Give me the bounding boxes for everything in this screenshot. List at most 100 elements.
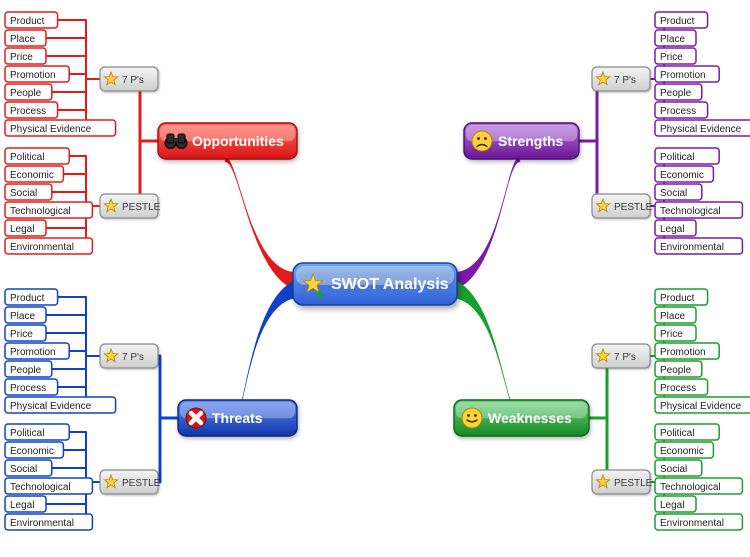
leaf-label: Price [10,52,33,63]
connector-strengths [452,156,520,290]
leaf-node: Price [655,48,696,64]
leaf-node: Promotion [5,343,69,359]
sub-connector [158,418,178,482]
leaf-label: People [10,365,42,376]
leaf-node: Political [655,424,719,440]
leaf-label: Economic [10,446,54,457]
leaf-node: Price [655,325,696,341]
sub-label: PESTLE [614,202,653,213]
leaf-node: Product [5,12,58,28]
leaf-label: Political [10,152,44,163]
sub-node: 7 P's [592,67,650,91]
sub-node: 7 P's [592,344,650,368]
leaf-node: Legal [655,496,696,512]
leaf-node: Social [655,184,702,200]
leaf-connector [58,356,100,387]
leaf-node: Product [5,289,58,305]
leaf-node: Social [655,460,702,476]
leaf-label: Political [660,428,694,439]
leaf-node: Physical Evidence [655,120,750,136]
leaf-node: Product [655,289,708,305]
leaf-node: Legal [655,220,696,236]
leaf-node: Price [5,325,46,341]
sad-icon [462,408,482,428]
leaf-node: Promotion [5,66,69,82]
leaf-label: Environmental [660,518,724,529]
leaf-label: Promotion [10,347,56,358]
leaf-node: Legal [5,496,46,512]
leaf-connector [63,174,100,206]
leaf-label: Economic [10,170,54,181]
leaf-node: People [655,84,702,100]
leaf-node: Physical Evidence [655,397,750,413]
leaf-node: Physical Evidence [5,120,116,136]
branch-opportunities: Opportunities [158,123,297,159]
leaf-node: Technological [655,202,742,218]
leaf-node: People [5,361,52,377]
leaf-node: Place [655,30,696,46]
leaf-node: Environmental [655,238,742,254]
leaf-label: Promotion [10,70,56,81]
leaf-label: Process [10,106,46,117]
sub-label: PESTLE [614,478,653,489]
leaf-node: Social [5,184,52,200]
smile-icon [472,131,492,151]
leaf-label: Process [660,106,696,117]
leaf-label: Process [660,383,696,394]
leaf-connector [63,450,100,482]
branch-label: Threats [212,410,263,426]
leaf-label: Place [660,311,685,322]
leaf-label: Legal [10,224,34,235]
leaf-connector [58,79,100,110]
leaf-node: Economic [5,442,63,458]
leaf-label: Technological [10,206,71,217]
sub-label: 7 P's [614,75,636,86]
leaf-label: People [660,365,692,376]
leaf-node: Place [655,307,696,323]
sub-label: 7 P's [122,75,144,86]
leaf-node: Process [5,102,58,118]
branch-weaknesses: Weaknesses [454,400,589,436]
leaf-label: Social [10,188,37,199]
sub-node: 7 P's [100,67,158,91]
leaf-node: Environmental [5,238,92,254]
leaf-label: Product [10,293,45,304]
leaf-label: Physical Evidence [660,401,742,412]
leaf-node: Political [5,148,69,164]
leaf-label: Legal [10,500,34,511]
leaf-label: Technological [10,482,71,493]
sub-node: 7 P's [100,344,158,368]
leaf-node: Technological [5,478,92,494]
leaf-node: Price [5,48,46,64]
leaf-label: Legal [660,224,684,235]
center-label: SWOT Analysis [331,276,449,293]
leaf-node: Political [5,424,69,440]
leaf-label: Technological [660,482,721,493]
leaf-label: Process [10,383,46,394]
leaf-node: Place [5,307,46,323]
leaf-label: Technological [660,206,721,217]
leaf-label: Environmental [660,242,724,253]
leaf-node: Technological [5,202,92,218]
sub-node: PESTLE [592,194,653,218]
connector-opportunities [225,156,298,290]
leaf-node: Process [5,379,58,395]
leaf-label: Product [660,16,695,27]
leaf-label: Promotion [660,347,706,358]
leaf-label: Product [10,16,45,27]
branch-strengths: Strengths [464,123,579,159]
sub-label: 7 P's [614,352,636,363]
leaf-node: Process [655,102,708,118]
leaf-label: Political [660,152,694,163]
leaf-label: Physical Evidence [10,124,92,135]
leaf-node: Environmental [5,514,92,530]
leaf-node: Process [655,379,708,395]
branch-label: Strengths [498,133,564,149]
leaf-node: Economic [5,166,63,182]
leaf-node: People [5,84,52,100]
leaf-node: Technological [655,478,742,494]
sub-label: 7 P's [122,352,144,363]
leaf-node: Place [5,30,46,46]
leaf-node: Economic [655,166,713,182]
leaf-label: Economic [660,446,704,457]
